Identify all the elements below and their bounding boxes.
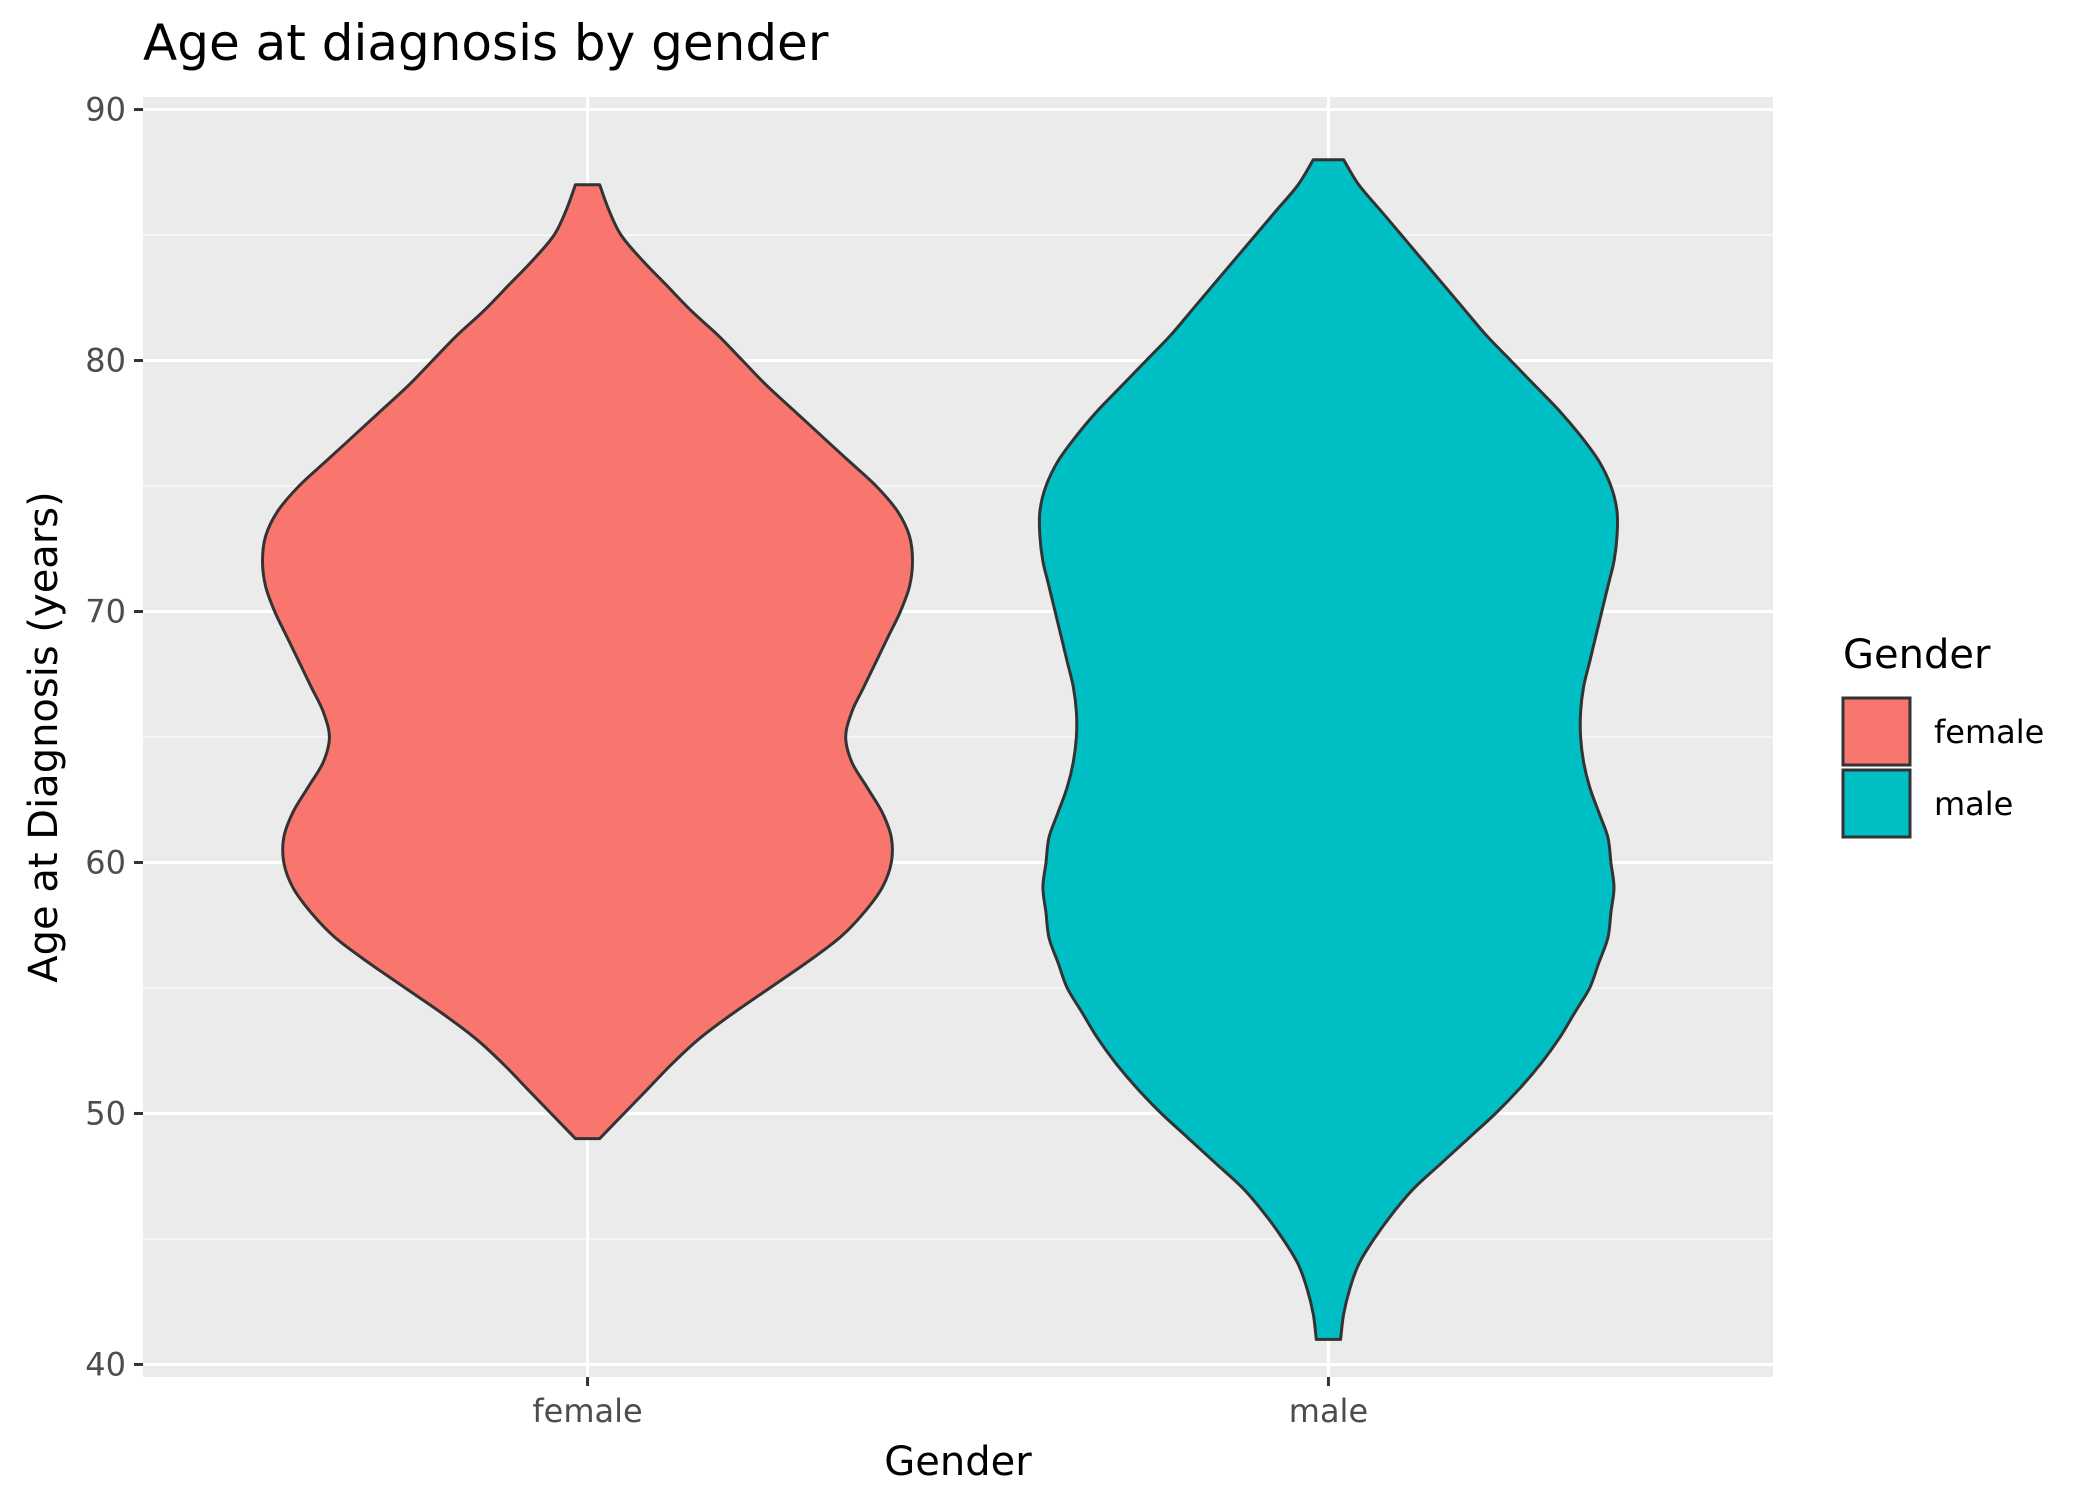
violin-female [261, 183, 914, 1141]
x-axis: female male [532, 1377, 1368, 1430]
y-tick-label: 70 [85, 593, 126, 631]
legend-swatch-female [1841, 696, 1912, 767]
violin-male [1037, 158, 1620, 1341]
legend: Gender female male [1841, 632, 2044, 839]
legend-title: Gender [1843, 632, 1991, 678]
chart-title: Age at diagnosis by gender [143, 14, 829, 72]
y-tick-label: 90 [85, 91, 126, 129]
legend-swatch-male [1841, 768, 1912, 839]
violin-layer [261, 158, 1620, 1341]
y-tick-label: 50 [85, 1094, 126, 1132]
legend-label-female: female [1934, 713, 2044, 751]
y-tick-label: 40 [85, 1345, 126, 1383]
y-axis: 40 50 60 70 80 90 [85, 91, 143, 1383]
x-tick-label-male: male [1289, 1392, 1368, 1430]
y-axis-title: Age at Diagnosis (years) [21, 491, 67, 982]
x-tick-label-female: female [532, 1392, 642, 1430]
legend-label-male: male [1934, 785, 2013, 823]
y-tick-label: 80 [85, 342, 126, 380]
y-tick-label: 60 [85, 843, 126, 881]
legend-entries: female male [1841, 696, 2044, 839]
x-axis-title: Gender [884, 1439, 1032, 1485]
